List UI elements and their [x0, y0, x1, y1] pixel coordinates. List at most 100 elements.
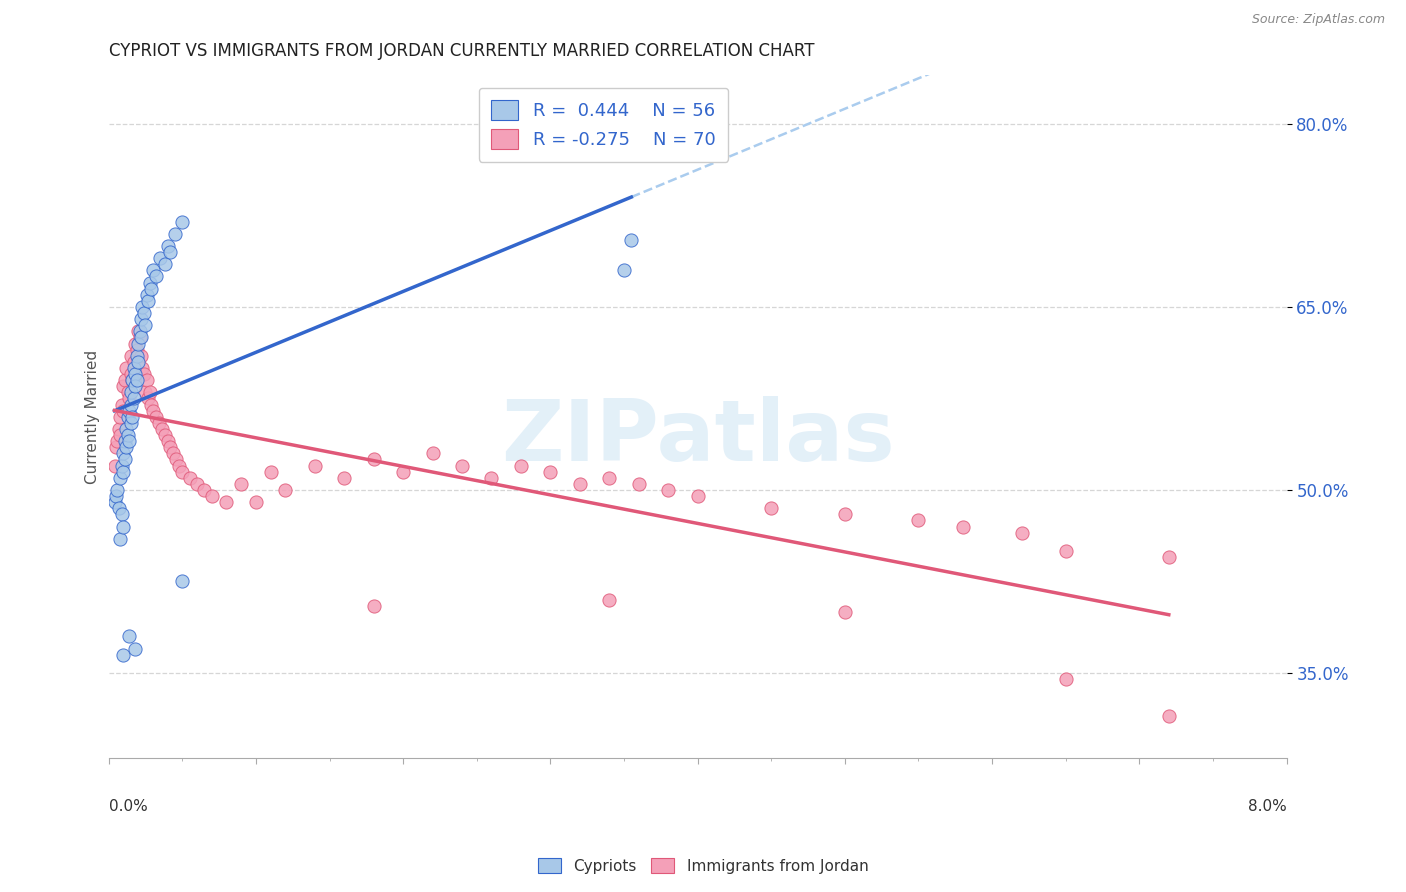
Point — [117, 385, 139, 400]
Point — [120, 416, 142, 430]
Point — [122, 392, 145, 406]
Point — [1157, 550, 1180, 565]
Point — [686, 489, 709, 503]
Point — [114, 434, 136, 449]
Point — [120, 385, 142, 400]
Point — [834, 508, 856, 522]
Point — [172, 574, 194, 589]
Point — [132, 367, 155, 381]
Point — [834, 605, 856, 619]
Point — [127, 325, 149, 339]
Point — [245, 495, 267, 509]
Point — [121, 373, 143, 387]
Point — [112, 465, 135, 479]
Point — [138, 392, 160, 406]
Point — [108, 501, 131, 516]
Point — [538, 465, 561, 479]
Point — [125, 373, 148, 387]
Point — [392, 465, 415, 479]
Point — [657, 483, 679, 497]
Point — [149, 251, 172, 265]
Point — [333, 471, 356, 485]
Point — [121, 373, 143, 387]
Point — [107, 483, 129, 497]
Point — [193, 483, 215, 497]
Point — [118, 392, 141, 406]
Point — [165, 452, 187, 467]
Point — [172, 214, 194, 228]
Point — [112, 446, 135, 460]
Point — [111, 508, 134, 522]
Point — [117, 428, 139, 442]
Point — [111, 398, 134, 412]
Point — [363, 599, 385, 613]
Point — [481, 471, 503, 485]
Point — [117, 409, 139, 424]
Point — [112, 519, 135, 533]
Point — [141, 282, 163, 296]
Point — [107, 434, 129, 449]
Point — [124, 379, 146, 393]
Point — [907, 513, 929, 527]
Point — [120, 349, 142, 363]
Point — [215, 495, 238, 509]
Point — [112, 403, 135, 417]
Point — [186, 476, 208, 491]
Point — [145, 269, 167, 284]
Point — [108, 422, 131, 436]
Point — [122, 355, 145, 369]
Point — [127, 336, 149, 351]
Point — [112, 379, 135, 393]
Point — [201, 489, 224, 503]
Point — [125, 343, 148, 357]
Point — [952, 519, 974, 533]
Text: 0.0%: 0.0% — [108, 799, 148, 814]
Point — [422, 446, 444, 460]
Point — [1011, 525, 1033, 540]
Point — [598, 471, 620, 485]
Point — [159, 440, 181, 454]
Point — [118, 629, 141, 643]
Point — [110, 532, 132, 546]
Point — [125, 349, 148, 363]
Point — [110, 428, 132, 442]
Point — [231, 476, 253, 491]
Y-axis label: Currently Married: Currently Married — [86, 350, 100, 483]
Point — [129, 330, 152, 344]
Point — [598, 592, 620, 607]
Point — [179, 471, 201, 485]
Point — [111, 458, 134, 473]
Point — [620, 233, 643, 247]
Point — [105, 440, 128, 454]
Point — [135, 287, 157, 301]
Point — [138, 293, 160, 308]
Text: CYPRIOT VS IMMIGRANTS FROM JORDAN CURRENTLY MARRIED CORRELATION CHART: CYPRIOT VS IMMIGRANTS FROM JORDAN CURREN… — [108, 42, 814, 60]
Legend: Cypriots, Immigrants from Jordan: Cypriots, Immigrants from Jordan — [531, 852, 875, 880]
Point — [363, 452, 385, 467]
Point — [129, 312, 152, 326]
Point — [304, 458, 326, 473]
Point — [124, 641, 146, 656]
Point — [131, 361, 153, 376]
Point — [451, 458, 474, 473]
Point — [1054, 672, 1077, 686]
Point — [274, 483, 297, 497]
Point — [139, 385, 162, 400]
Point — [139, 276, 162, 290]
Point — [134, 318, 156, 333]
Point — [135, 373, 157, 387]
Point — [127, 355, 149, 369]
Point — [103, 495, 125, 509]
Point — [145, 409, 167, 424]
Point — [142, 403, 165, 417]
Point — [118, 403, 141, 417]
Point — [141, 398, 163, 412]
Point — [114, 452, 136, 467]
Point — [128, 330, 150, 344]
Text: ZIPatlas: ZIPatlas — [501, 396, 894, 479]
Point — [150, 422, 173, 436]
Point — [115, 361, 138, 376]
Point — [159, 245, 181, 260]
Point — [162, 446, 184, 460]
Point — [122, 361, 145, 376]
